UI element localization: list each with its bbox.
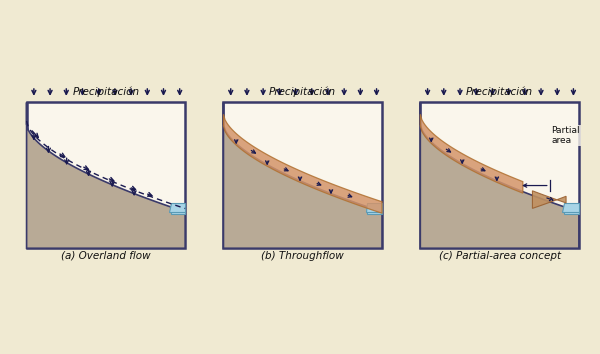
Polygon shape — [169, 203, 185, 212]
FancyBboxPatch shape — [565, 205, 579, 213]
Text: (c) Partial-area concept: (c) Partial-area concept — [439, 251, 560, 261]
Polygon shape — [421, 114, 523, 193]
Polygon shape — [26, 102, 185, 248]
Text: Precipitación: Precipitación — [73, 86, 139, 97]
Polygon shape — [223, 102, 382, 248]
Text: Precipitación: Precipitación — [466, 86, 533, 97]
Text: Precipitación: Precipitación — [269, 86, 336, 97]
Polygon shape — [223, 114, 382, 213]
Polygon shape — [532, 191, 566, 209]
Text: (b) Throughflow: (b) Throughflow — [262, 251, 344, 261]
FancyBboxPatch shape — [170, 205, 185, 213]
Polygon shape — [421, 102, 579, 248]
Polygon shape — [562, 203, 579, 212]
Bar — [223, 102, 382, 248]
Bar — [26, 102, 185, 248]
Text: (a) Overland flow: (a) Overland flow — [61, 251, 151, 261]
Bar — [421, 102, 579, 248]
FancyBboxPatch shape — [367, 205, 382, 213]
Polygon shape — [365, 203, 382, 212]
Text: Partial
area: Partial area — [551, 126, 580, 145]
